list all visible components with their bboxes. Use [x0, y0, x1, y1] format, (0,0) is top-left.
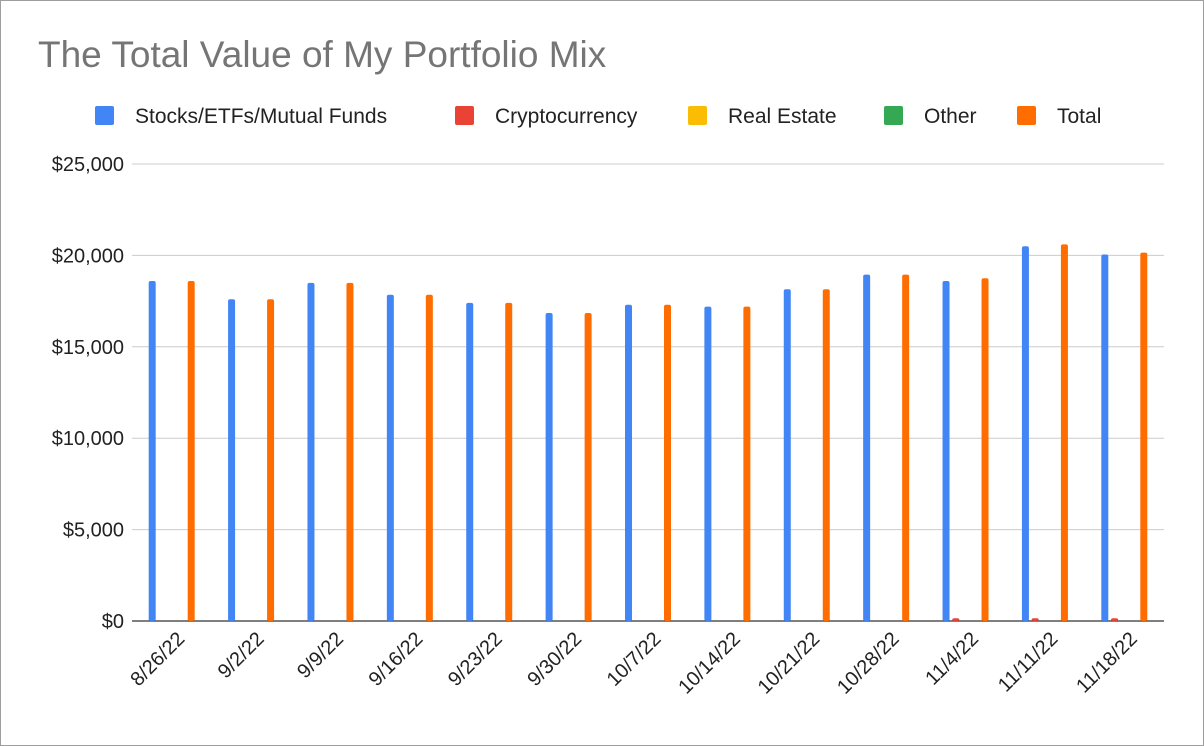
x-tick-label: 10/7/22 — [603, 628, 666, 691]
bar-total — [187, 280, 195, 621]
bar-stocks-etfs-mutual-funds — [228, 299, 236, 621]
bar-stocks-etfs-mutual-funds — [783, 289, 791, 621]
legend-swatch — [688, 106, 707, 125]
x-tick-label: 11/11/22 — [994, 628, 1063, 697]
bar-stocks-etfs-mutual-funds — [545, 312, 553, 621]
x-tick-label: 10/21/22 — [754, 628, 825, 699]
bar-stocks-etfs-mutual-funds — [863, 274, 871, 621]
x-tick-label: 9/23/22 — [444, 628, 507, 691]
bar-stocks-etfs-mutual-funds — [148, 280, 156, 621]
legend-label: Stocks/ETFs/Mutual Funds — [135, 105, 387, 128]
legend-swatch — [455, 106, 474, 125]
bar-total — [664, 304, 671, 621]
bars — [148, 244, 1148, 621]
bar-total — [505, 302, 513, 621]
x-tick-label: 9/16/22 — [365, 628, 428, 691]
bar-stocks-etfs-mutual-funds — [704, 306, 712, 621]
y-tick-label: $25,000 — [52, 154, 124, 176]
x-tick-label: 9/9/22 — [293, 628, 348, 683]
x-tick-label: 8/26/22 — [126, 628, 189, 691]
x-tick-label: 10/14/22 — [674, 628, 745, 699]
bar-total — [425, 294, 433, 621]
bar-cryptocurrency — [1111, 618, 1119, 621]
x-tick-label: 11/18/22 — [1072, 628, 1142, 698]
bar-cryptocurrency — [1031, 618, 1039, 621]
legend-swatch — [95, 106, 114, 125]
y-tick-label: $10,000 — [52, 428, 124, 450]
bar-stocks-etfs-mutual-funds — [1101, 254, 1109, 621]
y-tick-label: $5,000 — [63, 520, 124, 542]
legend-label: Other — [924, 105, 977, 128]
legend-label: Total — [1057, 105, 1101, 128]
bar-stocks-etfs-mutual-funds — [625, 304, 632, 621]
bar-total — [743, 306, 751, 621]
bar-total — [902, 274, 910, 621]
legend-swatch — [1017, 106, 1036, 125]
bar-total — [822, 289, 830, 621]
legend-label: Real Estate — [728, 105, 837, 128]
bar-total — [267, 299, 275, 621]
bar-stocks-etfs-mutual-funds — [466, 302, 474, 621]
y-tick-label: $15,000 — [52, 337, 124, 359]
x-axis: 8/26/22 9/2/22 9/9/22 9/16/22 9/23/22 9/30/22… — [126, 628, 1141, 699]
bar-total — [346, 282, 354, 621]
bar-stocks-etfs-mutual-funds — [942, 280, 950, 621]
bar-cryptocurrency — [952, 618, 960, 621]
legend-label: Cryptocurrency — [495, 105, 638, 128]
y-tick-label: $0 — [102, 611, 124, 633]
bar-total — [981, 278, 989, 621]
bar-stocks-etfs-mutual-funds — [386, 294, 394, 621]
gridlines — [132, 163, 1164, 622]
bar-stocks-etfs-mutual-funds — [307, 282, 315, 621]
legend-swatch — [884, 106, 903, 125]
y-axis: $0 $5,000 $10,000 $15,000 $20,000 $25,000 — [52, 154, 124, 633]
bar-total — [1140, 252, 1148, 621]
bar-stocks-etfs-mutual-funds — [1021, 246, 1029, 621]
bar-total — [584, 312, 592, 621]
legend: Stocks/ETFs/Mutual Funds Cryptocurrency Re… — [95, 105, 1101, 128]
chart-title: The Total Value of My Portfolio Mix — [38, 34, 607, 75]
y-tick-label: $20,000 — [52, 245, 124, 267]
x-tick-label: 10/28/22 — [833, 628, 904, 699]
bar-total — [1060, 244, 1068, 621]
x-tick-label: 9/2/22 — [214, 628, 269, 683]
x-tick-label: 9/30/22 — [523, 628, 586, 691]
x-tick-label: 11/4/22 — [921, 628, 983, 690]
